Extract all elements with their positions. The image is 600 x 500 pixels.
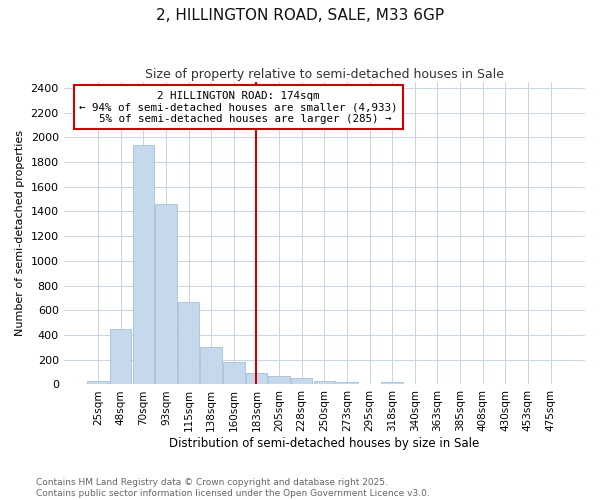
Bar — [178, 302, 199, 384]
Bar — [246, 372, 267, 384]
Bar — [268, 376, 290, 384]
Bar — [88, 382, 109, 384]
Bar — [336, 382, 358, 384]
Text: Contains HM Land Registry data © Crown copyright and database right 2025.
Contai: Contains HM Land Registry data © Crown c… — [36, 478, 430, 498]
X-axis label: Distribution of semi-detached houses by size in Sale: Distribution of semi-detached houses by … — [169, 437, 479, 450]
Bar — [314, 381, 335, 384]
Bar — [200, 347, 222, 385]
Y-axis label: Number of semi-detached properties: Number of semi-detached properties — [15, 130, 25, 336]
Bar — [223, 362, 245, 384]
Bar — [133, 144, 154, 384]
Text: 2 HILLINGTON ROAD: 174sqm  
← 94% of semi-detached houses are smaller (4,933)
  : 2 HILLINGTON ROAD: 174sqm ← 94% of semi-… — [79, 91, 398, 124]
Bar — [155, 204, 177, 384]
Title: Size of property relative to semi-detached houses in Sale: Size of property relative to semi-detach… — [145, 68, 504, 80]
Bar — [110, 329, 131, 384]
Bar — [382, 382, 403, 384]
Text: 2, HILLINGTON ROAD, SALE, M33 6GP: 2, HILLINGTON ROAD, SALE, M33 6GP — [156, 8, 444, 22]
Bar — [291, 378, 313, 384]
